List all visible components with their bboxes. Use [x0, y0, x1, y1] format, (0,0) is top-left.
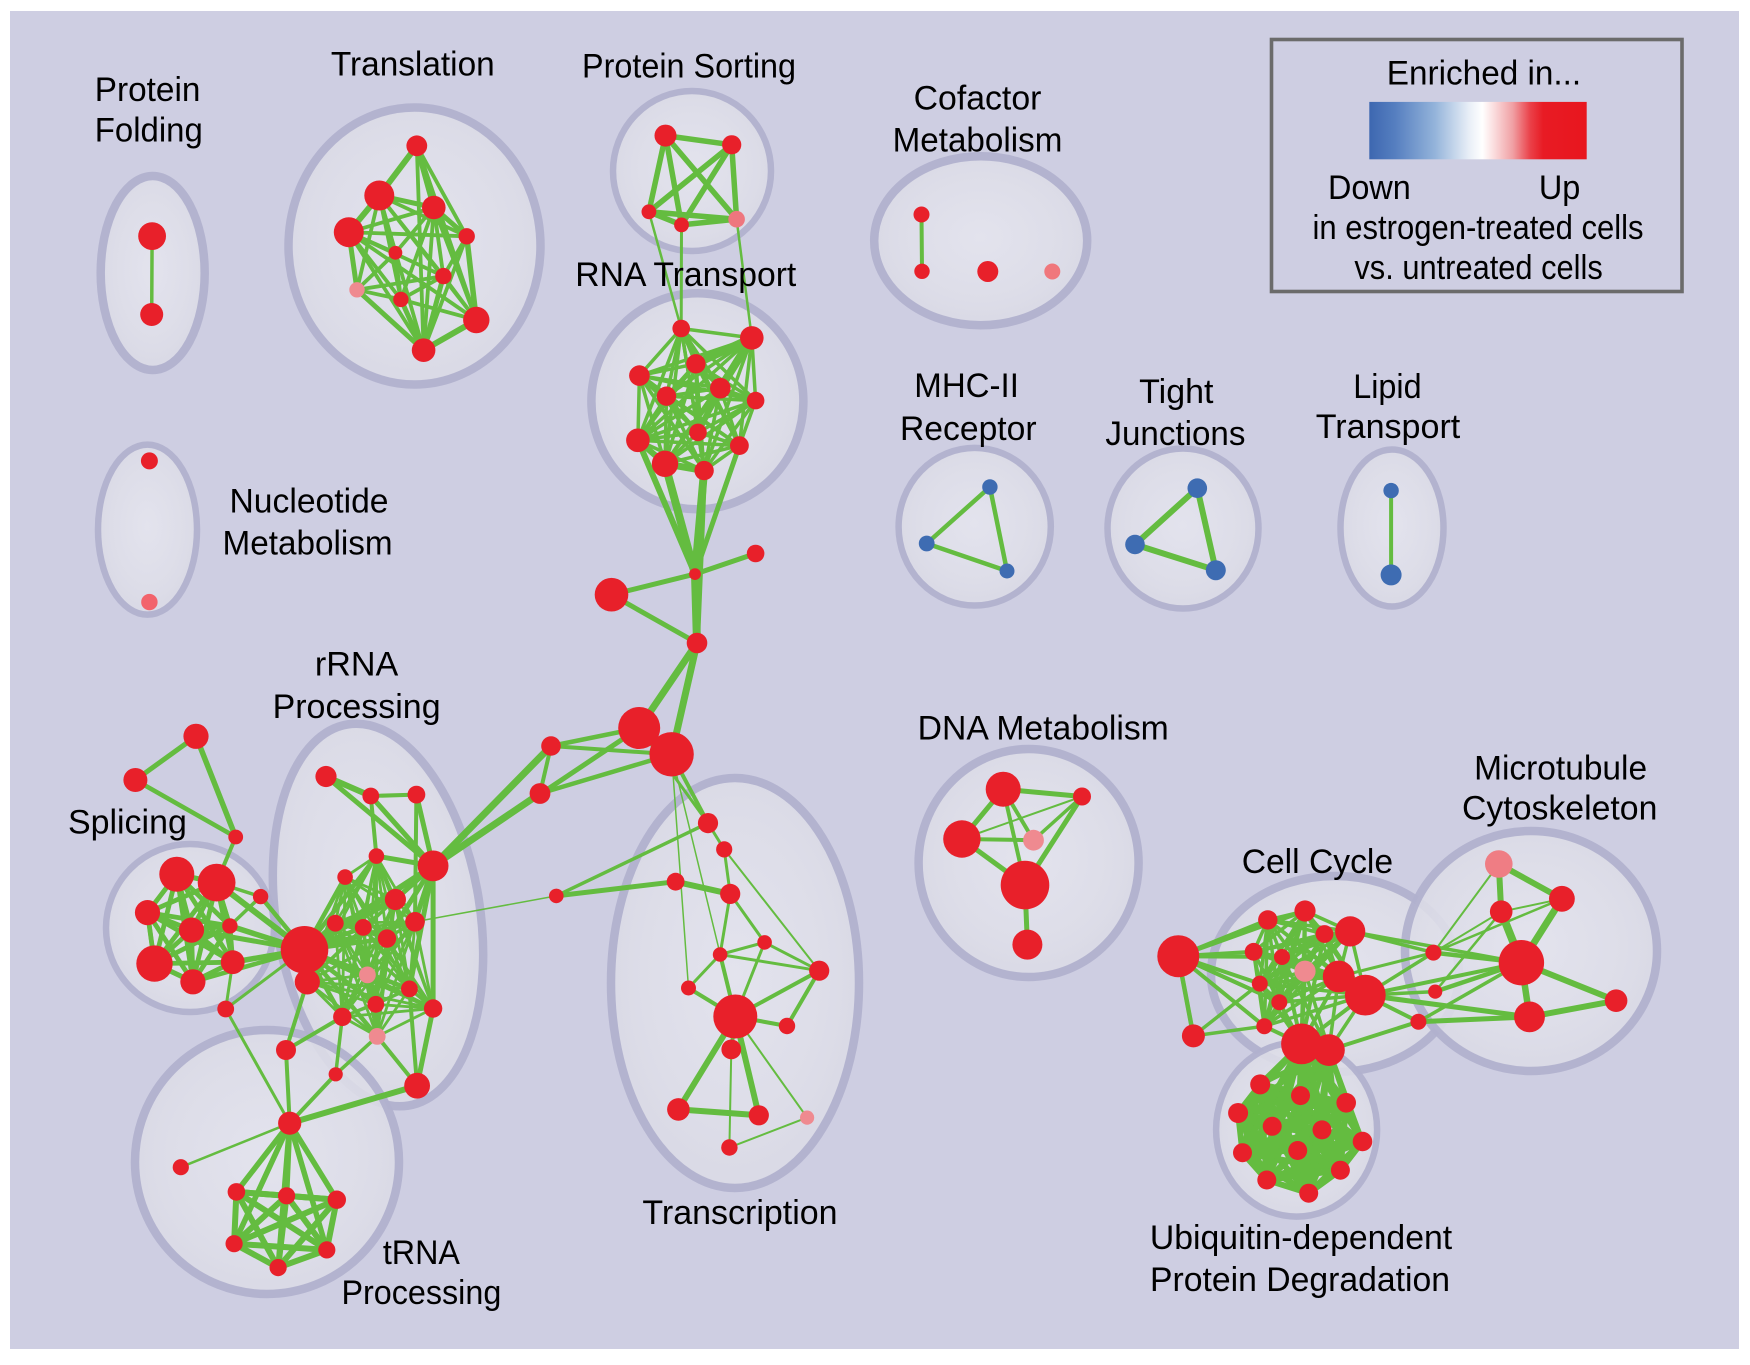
- svg-text:Protein: Protein: [95, 71, 201, 109]
- svg-text:Processing: Processing: [273, 688, 441, 726]
- svg-text:Folding: Folding: [95, 112, 203, 150]
- svg-text:Metabolism: Metabolism: [223, 524, 393, 562]
- svg-text:Up: Up: [1539, 169, 1581, 207]
- svg-text:Translation: Translation: [331, 45, 495, 83]
- svg-text:Transcription: Transcription: [642, 1194, 837, 1232]
- svg-text:Ubiquitin-dependent: Ubiquitin-dependent: [1150, 1219, 1453, 1257]
- svg-text:Cytoskeleton: Cytoskeleton: [1462, 790, 1657, 828]
- svg-text:Transport: Transport: [1316, 408, 1461, 446]
- svg-text:MHC-II: MHC-II: [914, 367, 1019, 405]
- svg-text:in estrogen-treated cells: in estrogen-treated cells: [1313, 209, 1644, 247]
- svg-text:Cofactor: Cofactor: [914, 80, 1042, 118]
- svg-text:Metabolism: Metabolism: [893, 122, 1063, 160]
- svg-text:Processing: Processing: [342, 1274, 502, 1312]
- svg-text:Junctions: Junctions: [1105, 415, 1245, 453]
- svg-text:Receptor: Receptor: [900, 410, 1037, 448]
- svg-text:Protein Degradation: Protein Degradation: [1150, 1261, 1450, 1299]
- svg-text:Protein Sorting: Protein Sorting: [582, 47, 796, 85]
- svg-text:Enriched in...: Enriched in...: [1387, 54, 1581, 92]
- svg-text:vs. untreated cells: vs. untreated cells: [1354, 249, 1602, 287]
- svg-text:Splicing: Splicing: [68, 803, 187, 841]
- svg-text:DNA Metabolism: DNA Metabolism: [918, 710, 1169, 748]
- svg-text:Nucleotide: Nucleotide: [230, 483, 389, 521]
- svg-text:tRNA: tRNA: [383, 1234, 460, 1272]
- svg-text:Lipid: Lipid: [1353, 368, 1421, 406]
- svg-text:Tight: Tight: [1139, 373, 1214, 411]
- svg-text:rRNA: rRNA: [315, 646, 399, 684]
- svg-text:Down: Down: [1328, 169, 1411, 207]
- svg-text:Microtubule: Microtubule: [1474, 749, 1647, 787]
- svg-text:Cell Cycle: Cell Cycle: [1242, 843, 1393, 881]
- svg-text:RNA Transport: RNA Transport: [575, 256, 797, 294]
